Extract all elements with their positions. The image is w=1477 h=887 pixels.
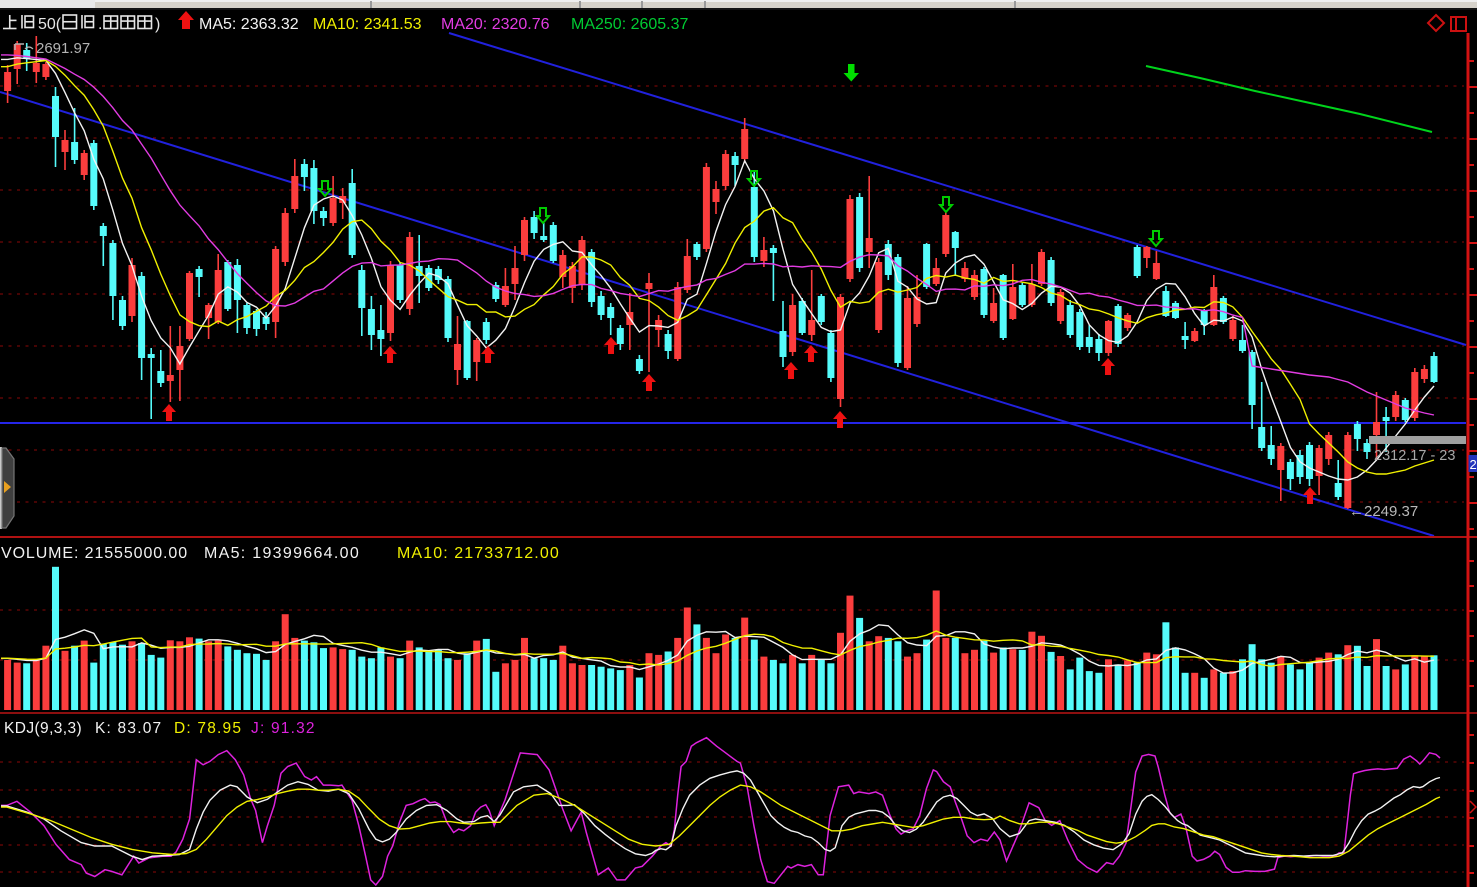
svg-text:MA250: 2605.37: MA250: 2605.37 — [571, 16, 689, 33]
svg-text:MA5: 19399664.00: MA5: 19399664.00 — [204, 545, 360, 562]
svg-text:MA20: 2320.76: MA20: 2320.76 — [441, 16, 550, 33]
svg-text:.: . — [98, 16, 102, 33]
svg-text:VOLUME: 21555000.00: VOLUME: 21555000.00 — [1, 545, 188, 562]
svg-text:50(: 50( — [38, 16, 62, 33]
svg-text:J: 91.32: J: 91.32 — [251, 720, 316, 737]
svg-text:MA10: 2341.53: MA10: 2341.53 — [313, 16, 422, 33]
svg-text:): ) — [155, 16, 160, 33]
svg-text:D: 78.95: D: 78.95 — [174, 720, 242, 737]
svg-text:MA10: 21733712.00: MA10: 21733712.00 — [397, 545, 560, 562]
svg-text:KDJ(9,3,3): KDJ(9,3,3) — [4, 720, 82, 737]
svg-text:2691.97: 2691.97 — [36, 40, 90, 57]
svg-text:2312.17 - 23: 2312.17 - 23 — [1374, 448, 1455, 464]
svg-text:K: 83.07: K: 83.07 — [95, 720, 162, 737]
svg-text:←2249.37: ←2249.37 — [1349, 503, 1418, 520]
svg-text:MA5: 2363.32: MA5: 2363.32 — [199, 16, 299, 33]
svg-text:2: 2 — [1470, 457, 1477, 472]
